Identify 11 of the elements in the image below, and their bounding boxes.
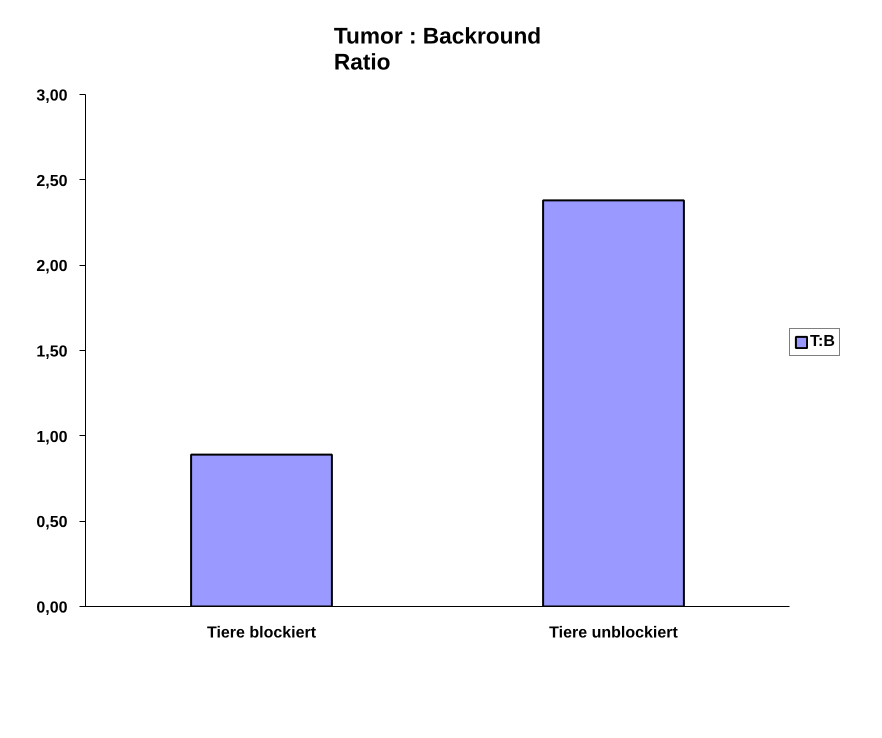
legend-label: T:B xyxy=(810,333,835,351)
y-tick-label: 0,00 xyxy=(36,600,68,616)
y-tick-label: 2,00 xyxy=(36,258,68,276)
y-tick-label: 0,50 xyxy=(36,514,68,532)
y-tick-label: 3,00 xyxy=(36,88,68,104)
x-tick-label: Tiere blockiert xyxy=(206,624,317,642)
y-tick-label: 2,50 xyxy=(36,172,68,190)
chart-title: Tumor : Backround Ratio xyxy=(334,22,542,74)
y-tick-label: 1,00 xyxy=(36,428,68,446)
y-tick-label: 1,50 xyxy=(36,344,68,360)
x-tick-label: Tiere unblockiert xyxy=(549,624,678,642)
